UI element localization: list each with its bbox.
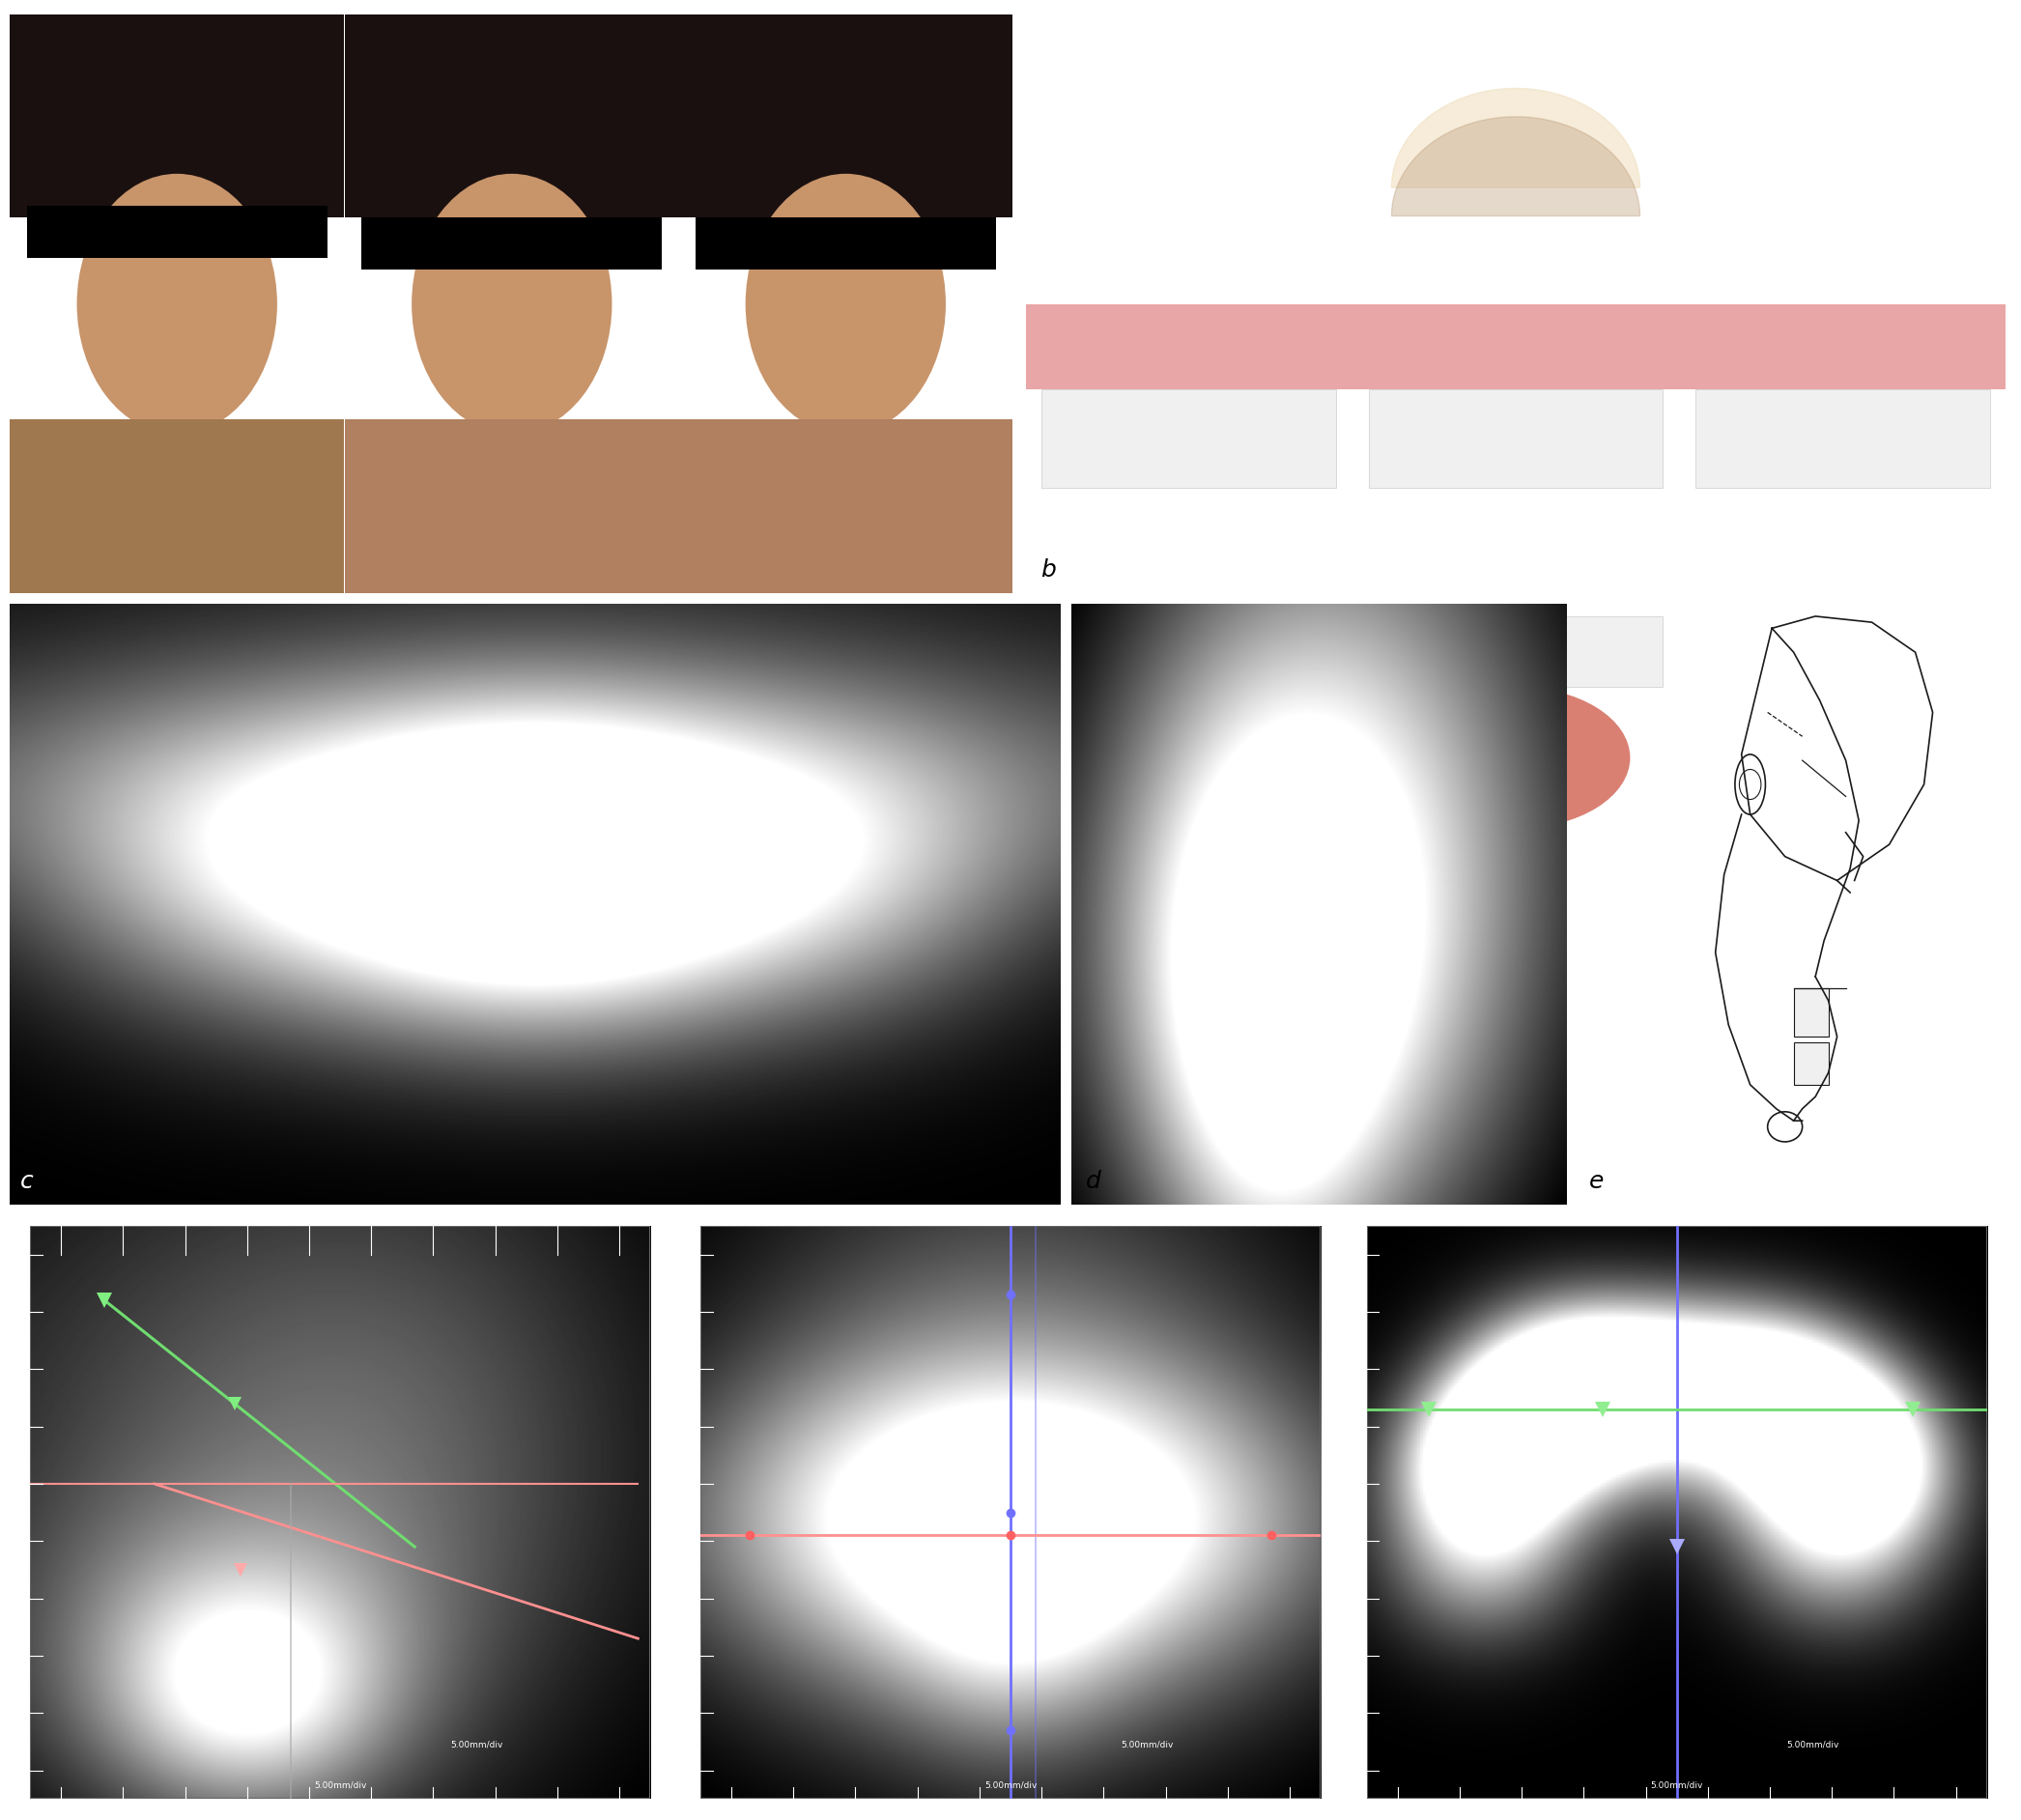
Bar	[1679, 304, 2007, 389]
Bar	[1368, 615, 1663, 686]
Text: c: c	[20, 1170, 34, 1192]
Bar	[679, 420, 1013, 593]
Bar	[1696, 389, 1989, 488]
Ellipse shape	[77, 173, 277, 435]
Bar	[26, 206, 327, 258]
Bar	[679, 15, 1013, 217]
Bar	[1368, 389, 1663, 488]
Text: b: b	[1041, 559, 1055, 582]
Polygon shape	[1392, 116, 1639, 217]
Bar	[362, 217, 663, 269]
Bar	[10, 420, 344, 593]
Text: 5.00mm/div: 5.00mm/div	[1122, 1740, 1174, 1749]
Bar	[1795, 1043, 1829, 1085]
Text: d: d	[1085, 1170, 1101, 1192]
Bar	[1352, 304, 1679, 389]
Bar	[1795, 988, 1829, 1037]
Bar	[695, 217, 996, 269]
Ellipse shape	[1401, 686, 1631, 828]
Text: 5.00mm/div: 5.00mm/div	[984, 1780, 1037, 1789]
Text: f: f	[16, 1769, 24, 1793]
Bar	[346, 15, 679, 217]
Text: 5.00mm/div: 5.00mm/div	[1651, 1780, 1704, 1789]
Text: 5.00mm/div: 5.00mm/div	[313, 1780, 366, 1789]
Bar	[1043, 389, 1336, 488]
Bar	[1025, 304, 1352, 389]
Ellipse shape	[746, 173, 946, 435]
Text: e: e	[1589, 1170, 1605, 1192]
Polygon shape	[1392, 89, 1639, 187]
Text: 5.00mm/div: 5.00mm/div	[451, 1740, 503, 1749]
Bar	[10, 15, 344, 217]
Bar	[346, 420, 679, 593]
Text: a: a	[20, 559, 34, 582]
Ellipse shape	[412, 173, 612, 435]
Text: 5.00mm/div: 5.00mm/div	[1787, 1740, 1839, 1749]
